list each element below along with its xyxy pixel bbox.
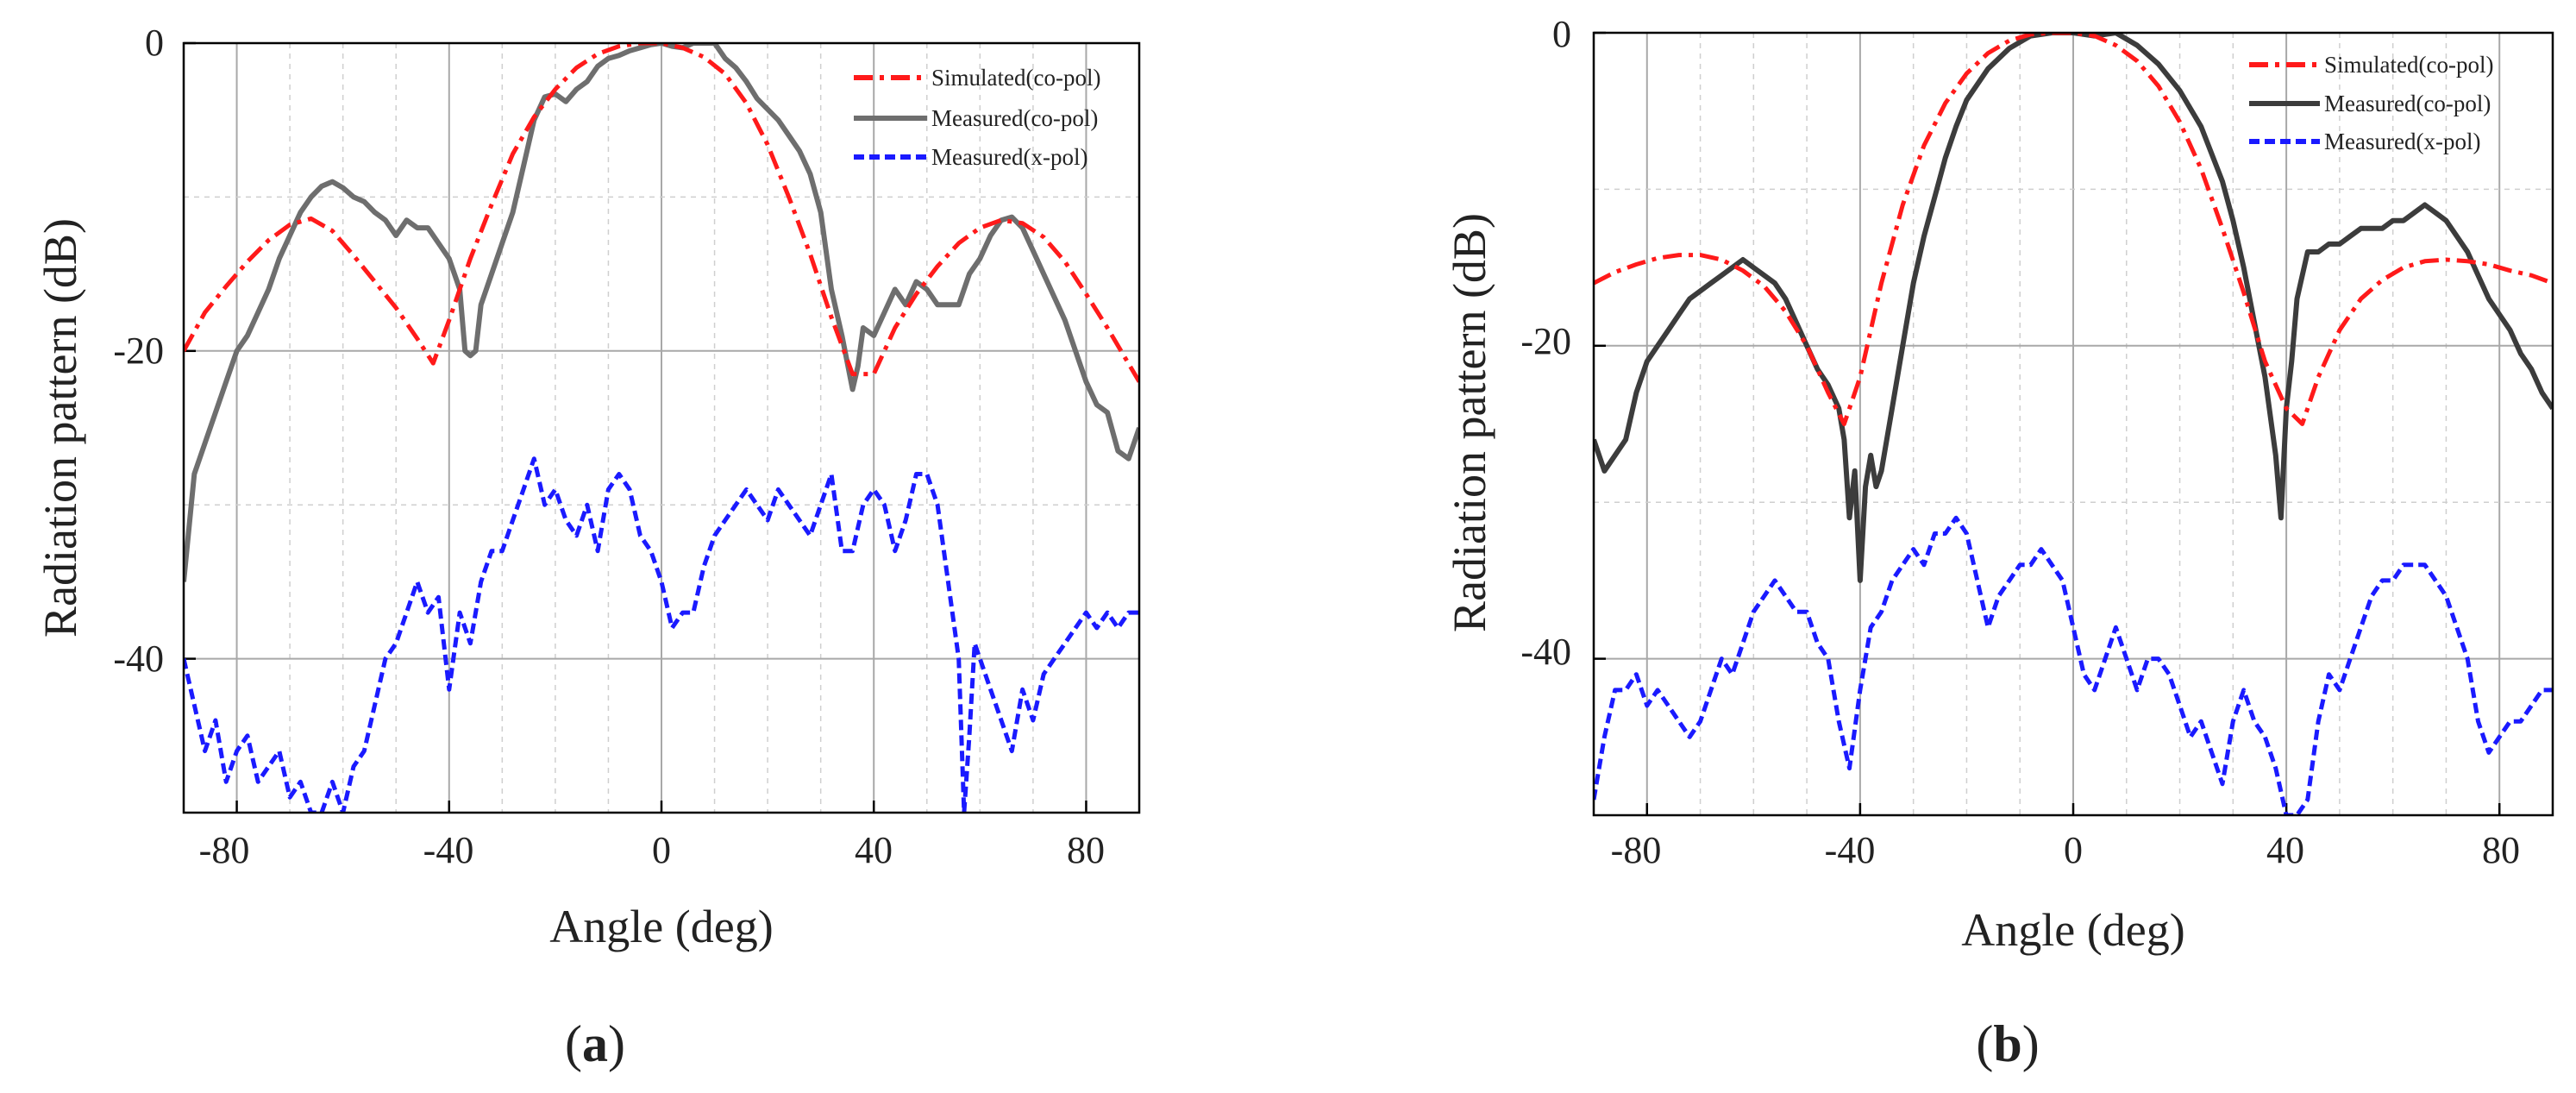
x-tick-label: 0	[652, 829, 671, 871]
legend-label-measured-x: Measured(x-pol)	[931, 144, 1087, 170]
x-axis-label-a: Angle (deg)	[549, 901, 773, 952]
panel-b: -80 -40 0 40 80 0 -20 -40 Angle (deg) Ra…	[1444, 13, 2554, 1072]
y-tick-labels-b: 0 -20 -40	[1520, 13, 1571, 673]
x-tick-label: 40	[2266, 829, 2304, 871]
legend-label-measured-x: Measured(x-pol)	[2324, 129, 2480, 154]
legend-label-simulated: Simulated(co-pol)	[2324, 52, 2493, 78]
y-tick-label: -40	[1520, 631, 1571, 673]
legend-label-measured-co: Measured(co-pol)	[931, 105, 1098, 131]
series-line-measured-x-pol	[184, 456, 1139, 813]
legend-b: Simulated(co-pol) Measured(co-pol) Measu…	[2249, 52, 2493, 154]
x-axis-label-b: Angle (deg)	[1961, 904, 2184, 956]
x-tick-labels-b: -80 -40 0 40 80	[1611, 829, 2520, 871]
x-tick-label: -80	[199, 829, 250, 871]
x-tick-label: 80	[1067, 829, 1105, 871]
legend-label-simulated: Simulated(co-pol)	[931, 65, 1100, 91]
x-tick-label: -40	[1825, 829, 1876, 871]
y-tick-labels-a: 0 -20 -40	[113, 22, 164, 680]
grid-b	[1594, 31, 2553, 815]
y-tick-label: -40	[113, 638, 164, 680]
y-tick-label: 0	[145, 22, 164, 64]
panel-a: -80 -40 0 40 80 0 -20 -40 Angle (deg) Ra…	[34, 22, 1141, 1072]
x-tick-label: 0	[2064, 829, 2083, 871]
y-tick-label: -20	[1520, 320, 1571, 362]
x-tick-label: 40	[855, 829, 893, 871]
series-group-b	[1594, 33, 2553, 815]
series-group-a	[184, 43, 1139, 813]
series-line-simulated-co-pol	[184, 43, 1139, 383]
plot-frame-b	[1592, 31, 2554, 817]
panel-caption-a: (a)	[565, 1015, 625, 1072]
legend-a: Simulated(co-pol) Measured(co-pol) Measu…	[854, 65, 1100, 170]
legend-label-measured-co: Measured(co-pol)	[2324, 91, 2491, 116]
series-line-simulated-co-pol	[1594, 33, 2553, 426]
y-axis-label-a: Radiation pattern (dB)	[34, 218, 86, 638]
y-tick-label: -20	[113, 330, 164, 372]
x-tick-label: -80	[1611, 829, 1662, 871]
x-tick-label: -40	[423, 829, 474, 871]
y-tick-label: 0	[1552, 13, 1571, 55]
series-line-measured-x-pol	[1594, 515, 2553, 815]
y-axis-label-b: Radiation pattern (dB)	[1444, 213, 1495, 632]
panel-caption-b: (b)	[1976, 1015, 2039, 1072]
x-tick-labels-a: -80 -40 0 40 80	[199, 829, 1105, 871]
plot-frame-a	[182, 41, 1141, 814]
x-tick-label: 80	[2482, 829, 2520, 871]
grid-a	[184, 41, 1139, 813]
